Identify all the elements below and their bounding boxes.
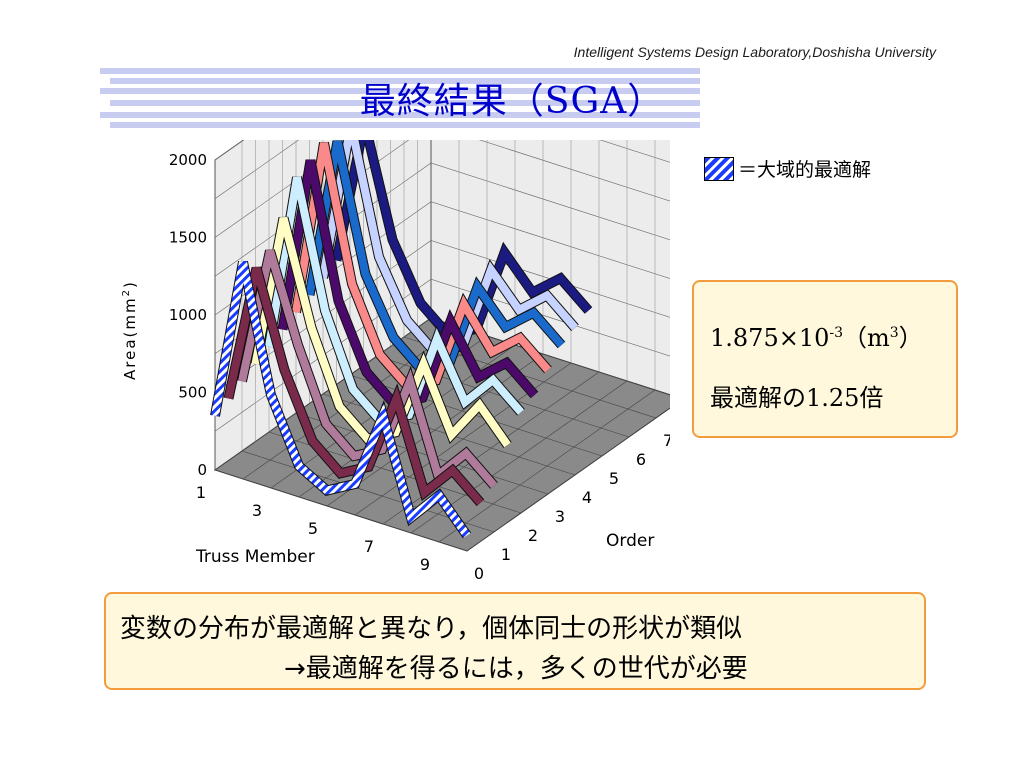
z-axis-title: Order bbox=[606, 531, 654, 551]
result-ratio: 最適解の1.25倍 bbox=[710, 384, 884, 412]
result-info-box: 1.875×10-3（m3） 最適解の1.25倍 bbox=[692, 280, 958, 438]
floor-gridline bbox=[295, 412, 549, 495]
z-tick-label: 2 bbox=[528, 526, 538, 545]
series-ribbon bbox=[211, 261, 471, 538]
title-decoration-stripes bbox=[100, 68, 700, 128]
series-ribbon bbox=[224, 266, 484, 506]
legend-hatched-swatch bbox=[704, 156, 734, 181]
y-tick-label: 1000 bbox=[169, 306, 207, 324]
x-axis-title: Truss Member bbox=[195, 547, 315, 567]
z-tick-label: 4 bbox=[582, 488, 592, 507]
y-tick-label: 0 bbox=[197, 461, 207, 479]
y-tick-label: 500 bbox=[178, 384, 207, 402]
result-value: 1.875×10-3（m3） bbox=[710, 324, 923, 352]
x-tick-label: 3 bbox=[252, 501, 262, 520]
x-tick-label: 9 bbox=[420, 555, 430, 574]
legend-label: ＝大域的最適解 bbox=[738, 159, 872, 181]
gridline bbox=[214, 140, 300, 199]
gridline bbox=[214, 140, 670, 238]
x-tick-label: 5 bbox=[308, 519, 318, 538]
x-tick-label: 7 bbox=[364, 537, 374, 556]
z-tick-label: 7 bbox=[663, 431, 670, 450]
y-axis-title: Area(mm2) bbox=[121, 280, 139, 380]
x-tick-label: 1 bbox=[196, 483, 206, 502]
y-tick-label: 1500 bbox=[169, 229, 207, 247]
note-line-1: 変数の分布が最適解と異なり，個体同士の形状が類似 bbox=[120, 614, 743, 644]
legend: ＝大域的最適解 bbox=[704, 155, 871, 182]
conclusion-note: 変数の分布が最適解と異なり，個体同士の形状が類似 →最適解を得るには，多くの世代… bbox=[104, 592, 926, 690]
slide-title: 最終結果（SGA） bbox=[359, 81, 665, 122]
note-line-2: →最適解を得るには，多くの世代が必要 bbox=[284, 654, 748, 684]
y-tick-label: 2000 bbox=[169, 151, 207, 169]
z-tick-label: 1 bbox=[501, 545, 511, 564]
z-tick-label: 6 bbox=[636, 450, 646, 469]
floor-gridline bbox=[214, 469, 468, 552]
z-tick-label: 5 bbox=[609, 469, 619, 488]
z-tick-label: 0 bbox=[474, 564, 484, 580]
z-tick-label: 3 bbox=[555, 507, 565, 526]
institution-header: Intelligent Systems Design Laboratory,Do… bbox=[573, 44, 936, 60]
3d-ribbon-chart: 0 500 1000 1500 2000 Area(mm2) 1 3 5 7 9 Truss Memb… bbox=[121, 140, 670, 580]
